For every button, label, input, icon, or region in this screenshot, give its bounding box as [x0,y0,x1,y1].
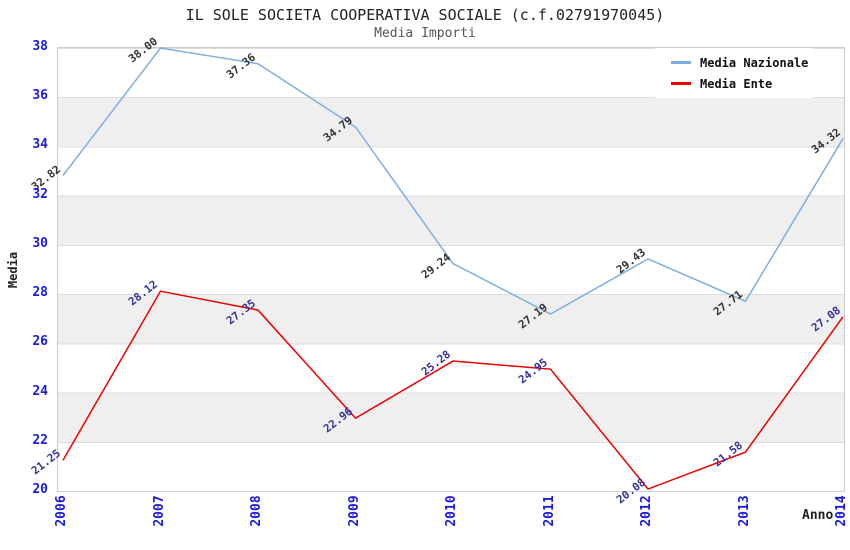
y-tick-label: 20 [32,482,48,497]
x-axis-title: Anno [802,508,834,523]
x-tick-label: 2006 [54,495,69,527]
y-tick-label: 30 [32,235,48,251]
legend-label-media-nazionale: Media Nazionale [700,55,809,70]
y-tick-label: 28 [32,285,48,301]
legend-label-media-ente: Media Ente [700,76,773,91]
x-tick-label: 2013 [736,495,752,527]
series-line-media-ente [62,290,844,490]
x-tick-label: 2014 [834,495,849,527]
plot-area: 32.82 38.00 37.36 34.79 29.24 27.19 29.43 27.71… [29,35,845,506]
y-tick-label: 34 [32,137,48,153]
x-tick-label: 2012 [639,495,654,527]
y-tick-label: 32 [32,186,48,202]
legend-swatch-media-nazionale-line-icon [671,61,691,64]
chart-title: IL SOLE SOCIETA COOPERATIVA SOCIALE (c.f… [185,6,665,24]
y-tick-label: 38 [32,39,48,54]
legend-swatch-media-ente-line-icon [671,82,691,85]
y-tick-label: 24 [32,383,48,399]
y-tick-label: 22 [32,432,48,448]
x-tick-label: 2010 [444,495,459,527]
legend: Media Nazionale Media Ente [655,48,813,98]
y-tick-label: 26 [32,334,48,350]
legend-item-media-ente: Media Ente [671,77,813,91]
x-tick-label: 2009 [346,495,362,527]
x-tick-label: 2011 [541,495,557,527]
legend-item-media-nazionale: Media Nazionale [671,56,813,70]
chart-subtitle: Media Importi [374,26,476,41]
series-line-media-nazionale [62,47,844,315]
y-tick-label: 36 [32,88,48,104]
x-tick-label: 2008 [249,495,264,527]
x-tick-label: 2007 [151,495,167,527]
